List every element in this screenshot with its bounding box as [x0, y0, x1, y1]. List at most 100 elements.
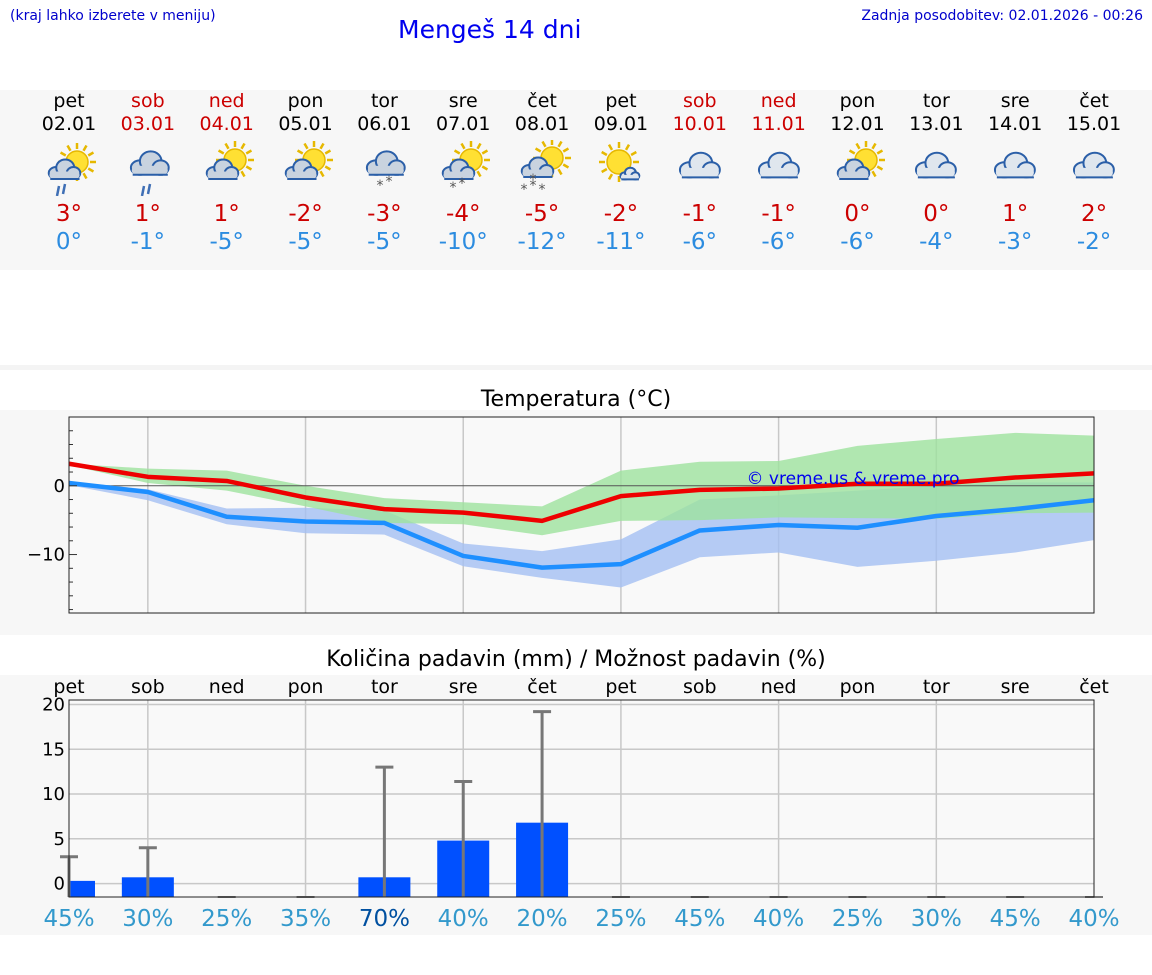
forecast-day: pet 09.01 -2° -11°: [576, 90, 666, 256]
precipitation-chance: 25%: [832, 906, 883, 932]
x-tick-label: čet: [527, 676, 557, 698]
day-date: 04.01: [199, 113, 254, 135]
day-name: sob: [131, 90, 165, 112]
precipitation-chance: 20%: [517, 906, 568, 932]
day-name: sre: [1000, 90, 1030, 112]
cloudy-icon: [678, 151, 721, 179]
min-temperature: -6°: [682, 229, 718, 255]
day-date: 13.01: [909, 113, 964, 135]
forecast-day: sob 03.01 1° -1°: [103, 90, 193, 256]
precipitation-chart: pet sob ned pon tor sre čet pet sob ned pon tor sre č…: [42, 676, 1119, 932]
temperature-chart: 0 −10 © vreme.us & vreme.pro: [27, 416, 1095, 614]
day-name: čet: [1079, 90, 1109, 112]
forecast-day: pon 05.01 -2° -5°: [261, 90, 351, 256]
precipitation-chance: 40%: [753, 906, 804, 932]
y-tick-label: −10: [27, 545, 65, 566]
min-temperature: -10°: [438, 229, 488, 255]
svg-text:*: *: [539, 182, 546, 196]
max-temperature-line: [68, 461, 1095, 524]
day-name: pon: [287, 90, 324, 112]
cloudy-icon: [994, 151, 1037, 179]
precipitation-chance: 30%: [122, 906, 173, 932]
max-temperature: 2°: [1080, 201, 1108, 227]
max-temperature: -1°: [682, 201, 718, 227]
cloudy-icon: [1072, 151, 1115, 179]
forecast-day: čet 08.01 * * * * -5° -12°: [497, 90, 587, 256]
forecast-day: tor 06.01 * * -3° -5°: [339, 90, 429, 256]
day-name: tor: [922, 90, 950, 112]
svg-text:*: *: [450, 180, 457, 196]
min-temperature: -5°: [288, 229, 323, 255]
min-temperature: 0°: [55, 229, 83, 255]
x-tick-label: tor: [371, 676, 398, 698]
max-temperature: 3°: [55, 201, 83, 227]
sun-small-cloud-icon: [598, 142, 641, 182]
sun-cloud-icon: [284, 141, 333, 180]
forecast-day: čet 15.01 2° -2°: [1049, 90, 1139, 256]
watermark: © vreme.us & vreme.pro: [746, 469, 959, 489]
min-temperature: -5°: [367, 229, 402, 255]
section-divider: [0, 365, 1152, 370]
forecast-day: sre 14.01 1° -3°: [970, 90, 1060, 256]
x-tick-label: sob: [683, 676, 717, 698]
cloudy-icon: [915, 151, 958, 179]
svg-text:*: *: [459, 176, 466, 192]
precipitation-bar: [69, 880, 95, 897]
sun-cloud-snow-icon: * *: [442, 141, 491, 196]
forecast-day: ned 04.01 1° -5°: [182, 90, 272, 256]
precipitation-chance: 45%: [674, 906, 725, 932]
cloudy-icon: [757, 151, 800, 179]
svg-text:*: *: [521, 182, 528, 196]
max-temperature: -2°: [288, 201, 323, 227]
forecast-day: sre 07.01 * * -4° -10°: [418, 90, 508, 256]
max-temperature: -5°: [524, 201, 560, 227]
forecast-day: tor 13.01 0° -4°: [891, 90, 981, 256]
svg-text:*: *: [530, 172, 537, 188]
plot-area: [69, 700, 1094, 897]
min-temperature: -2°: [1076, 229, 1112, 255]
precipitation-chance: 70%: [359, 906, 410, 932]
precipitation-chance: 45%: [990, 906, 1041, 932]
last-updated: Zadnja posodobitev: 02.01.2026 - 00:26: [861, 8, 1143, 24]
precipitation-chance: 30%: [911, 906, 962, 932]
min-temperature: -12°: [517, 229, 567, 255]
day-name: ned: [208, 90, 245, 112]
day-date: 10.01: [672, 113, 727, 135]
x-tick-label: ned: [761, 676, 797, 698]
day-date: 03.01: [120, 113, 176, 135]
day-date: 05.01: [278, 113, 333, 135]
day-name: pet: [53, 90, 85, 112]
precipitation-chance: 35%: [280, 906, 331, 932]
day-date: 02.01: [41, 113, 97, 135]
x-tick-label: tor: [923, 676, 950, 698]
max-temperature: -2°: [603, 201, 639, 227]
min-temperature: -11°: [596, 229, 646, 255]
day-date: 15.01: [1066, 113, 1122, 135]
forecast-day: ned 11.01 -1° -6°: [734, 90, 824, 256]
y-tick-label: 15: [42, 739, 65, 760]
max-temperature: -3°: [367, 201, 402, 227]
precipitation-chance: 40%: [1068, 906, 1119, 932]
day-date: 11.01: [751, 113, 806, 135]
y-tick-label: 0: [54, 476, 65, 497]
max-temperature-range: [69, 432, 1094, 536]
x-tick-label: sob: [131, 676, 165, 698]
plot-frame: [68, 416, 1095, 614]
min-temperature: -4°: [919, 229, 954, 255]
min-temperature: -5°: [209, 229, 244, 255]
day-date: 09.01: [593, 113, 649, 135]
x-tick-label: sre: [449, 676, 478, 698]
page-title: Mengeš 14 dni: [398, 15, 582, 44]
max-temperature: 1°: [1002, 201, 1029, 227]
svg-text:*: *: [530, 178, 537, 194]
min-temperature: -6°: [761, 229, 796, 255]
svg-text:*: *: [386, 174, 393, 190]
min-temperature-line: [68, 480, 1095, 570]
x-tick-label: pon: [288, 676, 324, 698]
sun-cloud-icon: [205, 141, 254, 180]
min-temperature: -6°: [840, 229, 875, 255]
sun-cloud-heavy-snow-icon: * * **: [521, 140, 572, 196]
precipitation-chance: 25%: [201, 906, 252, 932]
forecast-day: sob 10.01 -1° -6°: [655, 90, 745, 256]
min-temperature: -1°: [130, 229, 166, 255]
